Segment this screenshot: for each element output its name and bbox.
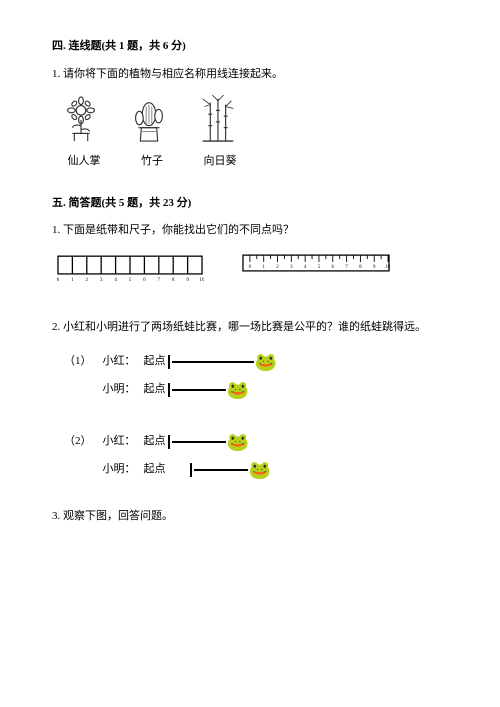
qidian-label: 起点 xyxy=(144,433,166,451)
svg-text:3: 3 xyxy=(100,278,103,283)
section-5-q3: 3. 观察下图，回答问题。 xyxy=(52,508,448,526)
section-4-q1: 1. 请你将下面的植物与相应名称用线连接起来。 xyxy=(52,66,448,84)
section-4-title: 四. 连线题(共 1 题，共 6 分) xyxy=(52,38,448,56)
frog-icon: 🐸 xyxy=(227,433,249,451)
label-sunflower: 向日葵 xyxy=(198,153,242,171)
start-bar xyxy=(190,463,192,477)
paper-tape-icon: 0 1 2 3 4 5 6 7 8 9 10 xyxy=(56,254,204,291)
label-cactus: 仙人掌 xyxy=(62,153,106,171)
xiaohong-label: 小红： xyxy=(98,433,136,451)
svg-text:0: 0 xyxy=(57,278,60,283)
race-line xyxy=(172,389,226,391)
svg-text:10: 10 xyxy=(200,278,204,283)
svg-text:9: 9 xyxy=(186,278,189,283)
sunflower-item xyxy=(56,95,106,143)
cactus-icon xyxy=(125,95,173,143)
svg-text:4: 4 xyxy=(114,278,117,283)
frog-icon: 🐸 xyxy=(255,353,277,371)
race-2-xiaoming: （2） 小明： 起点 🐸 xyxy=(64,456,448,484)
svg-text:5: 5 xyxy=(129,278,132,283)
plant-icons-row xyxy=(56,95,448,143)
cactus-item xyxy=(124,95,174,143)
race-1-xiaohong: （1） 小红： 起点 🐸 xyxy=(64,348,448,376)
qidian-label: 起点 xyxy=(144,353,166,371)
start-bar xyxy=(168,383,170,397)
xiaohong-label: 小红： xyxy=(98,353,136,371)
section-5-title: 五. 简答题(共 5 题，共 23 分) xyxy=(52,195,448,213)
ruler-icon: 012 345 678 910 xyxy=(242,254,390,291)
group-1-label: （1） xyxy=(64,353,92,371)
xiaoming-label: 小明： xyxy=(98,461,136,479)
xiaoming-label: 小明： xyxy=(98,381,136,399)
group-2-label: （2） xyxy=(64,433,92,451)
bamboo-item xyxy=(192,95,242,143)
race-2-xiaohong: （2） 小红： 起点 🐸 xyxy=(64,428,448,456)
race-line xyxy=(172,361,254,363)
svg-text:2: 2 xyxy=(86,278,89,283)
bamboo-icon xyxy=(193,95,241,143)
section-5-q1: 1. 下面是纸带和尺子，你能找出它们的不同点吗？ xyxy=(52,222,448,240)
frog-race-group-2: （2） 小红： 起点 🐸 （2） 小明： 起点 🐸 xyxy=(64,428,448,484)
frog-icon: 🐸 xyxy=(227,381,249,399)
start-bar xyxy=(168,355,170,369)
plant-labels-row: 仙人掌 竹子 向日葵 xyxy=(62,153,448,171)
frog-race-group-1: （1） 小红： 起点 🐸 （1） 小明： 起点 🐸 xyxy=(64,348,448,404)
race-1-xiaoming: （1） 小明： 起点 🐸 xyxy=(64,376,448,404)
race-line xyxy=(172,441,226,443)
svg-text:1: 1 xyxy=(71,278,74,283)
start-bar xyxy=(168,435,170,449)
frog-icon: 🐸 xyxy=(249,461,271,479)
label-bamboo: 竹子 xyxy=(130,153,174,171)
qidian-label: 起点 xyxy=(144,461,166,479)
qidian-label: 起点 xyxy=(144,381,166,399)
svg-text:8: 8 xyxy=(172,278,175,283)
race-line xyxy=(194,469,248,471)
svg-text:10: 10 xyxy=(386,265,390,270)
svg-text:6: 6 xyxy=(143,278,146,283)
section-5-q2: 2. 小红和小明进行了两场纸蛙比赛，哪一场比赛是公平的？谁的纸蛙跳得远。 xyxy=(52,319,448,337)
svg-text:7: 7 xyxy=(158,278,161,283)
sunflower-icon xyxy=(57,95,105,143)
ruler-row: 012 345 678 910 0 1 xyxy=(56,254,448,291)
